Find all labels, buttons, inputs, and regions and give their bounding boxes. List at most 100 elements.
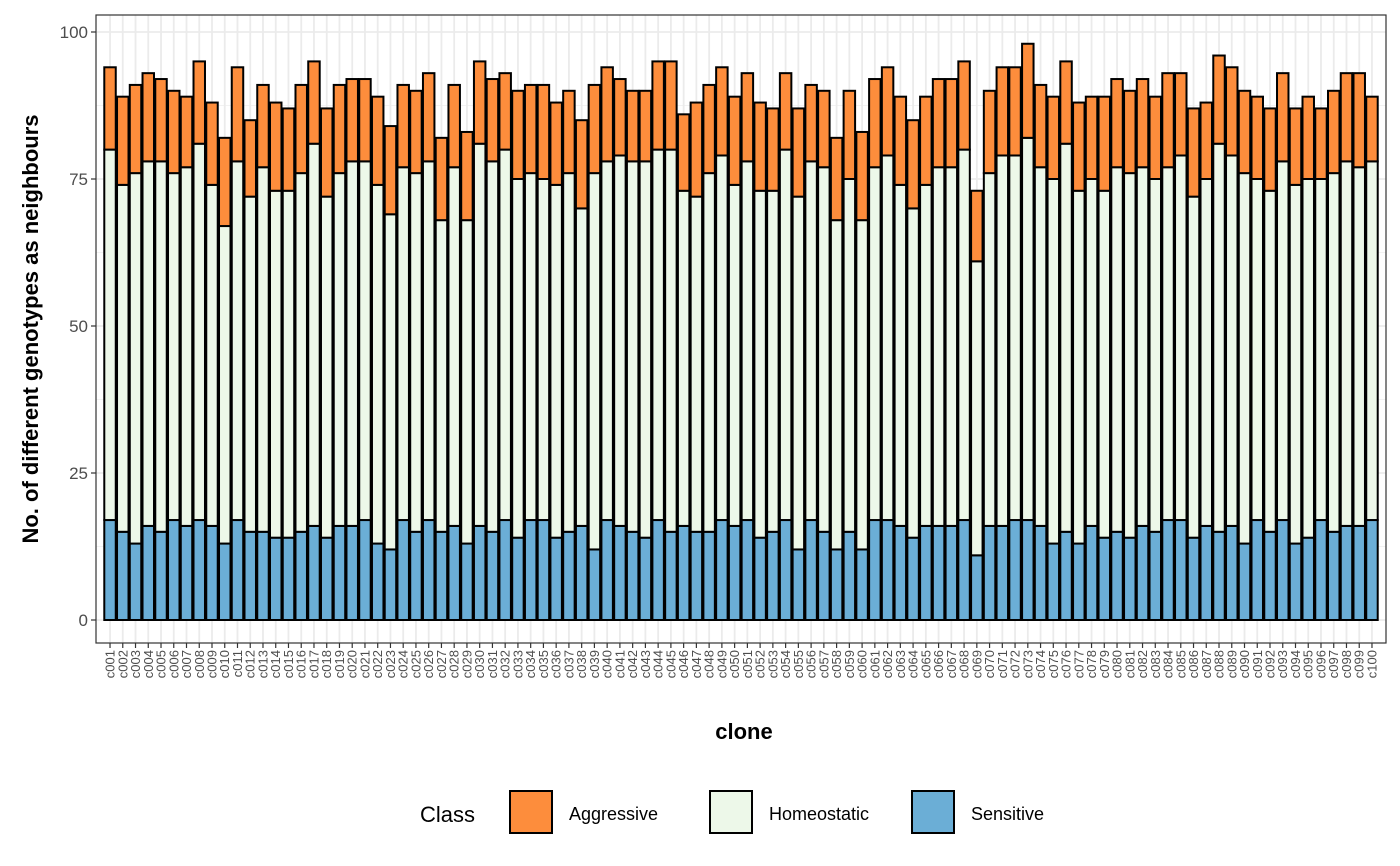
bar-sensitive-c065: [919, 524, 933, 621]
x-tick-label: c027: [434, 650, 449, 678]
bar-homeostatic-c003: [128, 172, 143, 545]
bar-aggressive-c040: [600, 66, 614, 163]
bar-aggressive-c085: [1174, 72, 1188, 157]
bar-homeostatic-c021: [358, 160, 372, 522]
x-tick-label: c086: [1186, 650, 1201, 678]
x-tick-label: c017: [306, 650, 321, 678]
bar-sensitive-c027: [434, 530, 449, 621]
bar-sensitive-c062: [880, 519, 895, 621]
x-tick-label: c068: [957, 650, 972, 678]
bar-aggressive-c037: [562, 89, 576, 175]
bar-sensitive-c058: [829, 548, 844, 621]
bar-aggressive-c068: [957, 60, 971, 151]
bar-homeostatic-c061: [868, 166, 882, 522]
x-tick-label: c012: [243, 650, 258, 678]
bar-sensitive-c072: [1008, 519, 1022, 621]
bar-sensitive-c019: [332, 524, 347, 621]
x-tick-label: c048: [702, 650, 717, 678]
bar-sensitive-c064: [906, 536, 920, 621]
bar-homeostatic-c004: [141, 160, 155, 527]
bar-sensitive-c025: [409, 530, 423, 621]
bar-sensitive-c042: [625, 530, 640, 621]
y-tick-label: 50: [69, 317, 88, 336]
bar-homeostatic-c076: [1059, 142, 1073, 533]
bar-aggressive-c083: [1148, 95, 1163, 180]
bar-homeostatic-c069: [970, 260, 984, 557]
bar-homeostatic-c015: [281, 189, 296, 539]
x-tick-label: c071: [995, 650, 1010, 678]
bar-sensitive-c037: [562, 530, 576, 621]
legend-label-homeostatic: Homeostatic: [769, 804, 869, 824]
bar-homeostatic-c075: [1046, 178, 1061, 545]
x-tick-label: c053: [765, 650, 780, 678]
bar-aggressive-c041: [613, 78, 627, 157]
x-tick-label: c054: [778, 650, 793, 678]
bar-homeostatic-c034: [523, 172, 538, 522]
bar-sensitive-c002: [116, 530, 130, 621]
bar-sensitive-c076: [1059, 530, 1073, 621]
bar-aggressive-c094: [1288, 107, 1303, 186]
x-tick-label: c031: [485, 650, 500, 678]
x-tick-label: c074: [1033, 650, 1048, 678]
bar-sensitive-c038: [574, 524, 589, 621]
x-tick-label: c013: [255, 650, 270, 678]
x-tick-label: c028: [447, 650, 462, 678]
x-tick-label: c030: [472, 650, 487, 678]
bar-aggressive-c057: [817, 89, 831, 169]
x-tick-label: c034: [523, 650, 538, 678]
bar-aggressive-c059: [842, 89, 857, 180]
bar-homeostatic-c009: [205, 183, 219, 527]
x-tick-label: c043: [638, 650, 653, 678]
bar-sensitive-c089: [1225, 524, 1239, 621]
x-tick-label: c019: [332, 650, 347, 678]
bar-homeostatic-c043: [638, 160, 653, 539]
bar-homeostatic-c099: [1352, 166, 1366, 527]
bar-sensitive-c048: [702, 530, 716, 621]
x-tick-label: c050: [727, 650, 742, 678]
bar-aggressive-c013: [256, 83, 270, 169]
bar-aggressive-c007: [179, 95, 194, 169]
bar-sensitive-c044: [651, 519, 665, 621]
bar-homeostatic-c086: [1186, 195, 1201, 539]
x-tick-label: c006: [166, 650, 181, 678]
x-tick-label: c051: [740, 650, 755, 678]
bar-aggressive-c088: [1212, 54, 1226, 145]
y-axis-title: No. of different genotypes as neighbours: [18, 114, 43, 543]
bar-homeostatic-c040: [600, 160, 614, 522]
legend: Class Aggressive Homeostatic Sensitive: [420, 790, 1044, 834]
bar-aggressive-c092: [1263, 107, 1277, 192]
bar-homeostatic-c071: [995, 154, 1010, 527]
bar-aggressive-c098: [1339, 72, 1354, 163]
bar-sensitive-c086: [1186, 536, 1201, 621]
bar-aggressive-c006: [167, 89, 181, 175]
x-tick-label: c011: [230, 650, 245, 677]
bar-homeostatic-c033: [511, 178, 525, 539]
legend-key-aggressive: [509, 790, 553, 834]
bar-homeostatic-c067: [944, 166, 959, 527]
bar-sensitive-c093: [1276, 519, 1290, 621]
bar-homeostatic-c041: [613, 154, 627, 527]
x-tick-label: c090: [1237, 650, 1252, 678]
x-tick-label: c095: [1301, 650, 1316, 678]
bar-sensitive-c001: [103, 519, 117, 621]
x-tick-label: c087: [1199, 650, 1214, 678]
bar-sensitive-c087: [1199, 524, 1214, 621]
x-tick-label: c063: [893, 650, 908, 678]
x-tick-label: c015: [281, 650, 296, 678]
x-tick-label: c018: [319, 650, 334, 678]
bar-homeostatic-c065: [919, 183, 933, 527]
bar-aggressive-c035: [536, 83, 551, 180]
x-tick-label: c100: [1364, 650, 1379, 678]
bar-sensitive-c040: [600, 519, 614, 621]
bar-sensitive-c091: [1250, 519, 1264, 621]
bar-sensitive-c039: [587, 548, 602, 621]
bar-homeostatic-c063: [893, 183, 908, 527]
x-tick-label: c075: [1046, 650, 1061, 678]
bar-homeostatic-c023: [383, 213, 398, 551]
bar-sensitive-c015: [281, 536, 296, 621]
bar-sensitive-c007: [179, 524, 194, 621]
bar-aggressive-c061: [868, 78, 882, 169]
bar-sensitive-c034: [523, 519, 538, 621]
bar-sensitive-c008: [192, 519, 206, 621]
